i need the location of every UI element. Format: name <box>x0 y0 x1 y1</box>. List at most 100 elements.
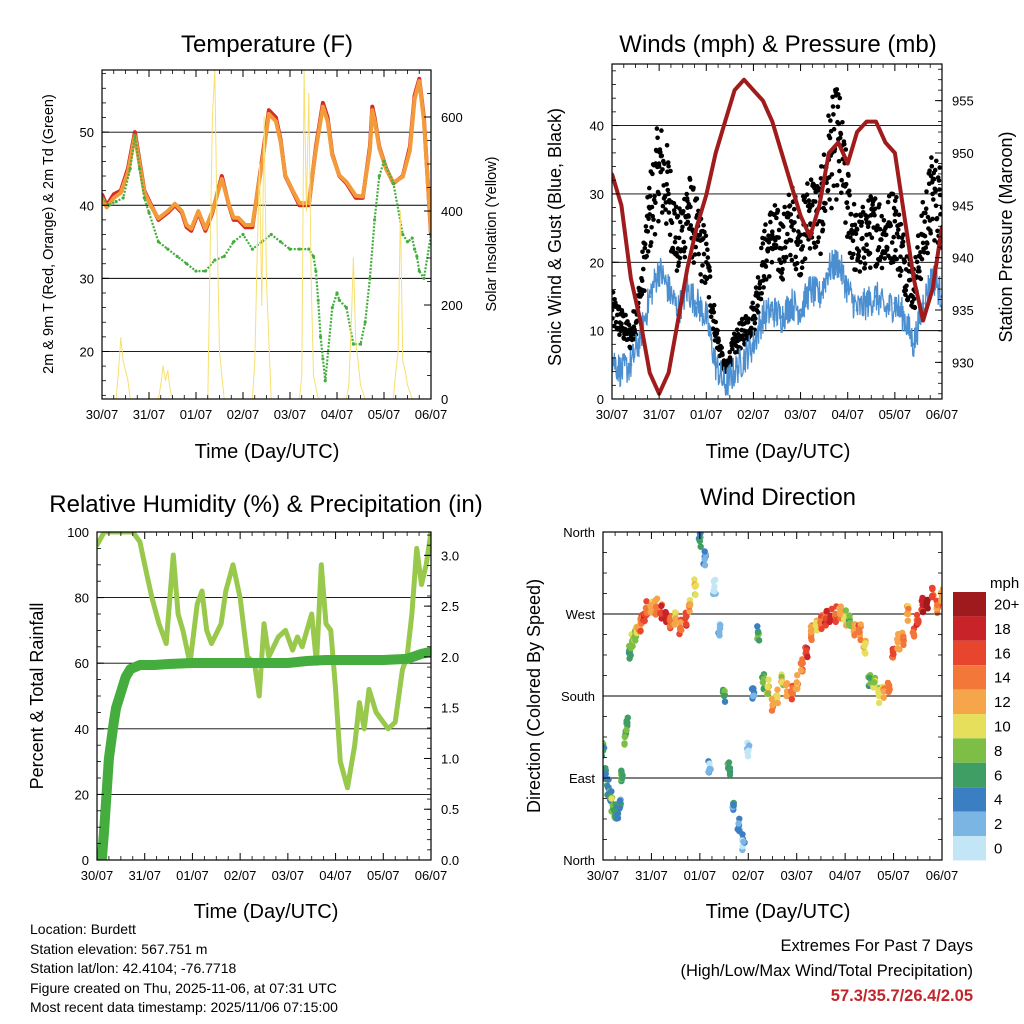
data-point <box>769 232 775 238</box>
chart-title: Relative Humidity (%) & Precipitation (i… <box>49 491 482 518</box>
data-point <box>167 662 171 666</box>
data-point <box>706 765 713 773</box>
gust-point <box>825 188 831 193</box>
gust-point <box>626 322 632 328</box>
colorbar-label: 16 <box>994 645 1011 662</box>
gust-point <box>785 231 790 237</box>
direction-point <box>885 688 892 695</box>
y-tick-label: South <box>561 689 595 704</box>
gust-point <box>663 207 668 212</box>
gust-point <box>679 228 685 233</box>
data-point <box>400 668 404 672</box>
data-point <box>258 163 261 165</box>
data-point <box>181 628 185 632</box>
gust-point <box>707 264 712 270</box>
data-point <box>404 370 406 372</box>
gust-point <box>686 214 691 219</box>
data-point <box>865 301 869 305</box>
direction-point <box>894 645 901 652</box>
gust-point <box>853 231 859 237</box>
data-point <box>893 301 897 305</box>
data-point <box>214 661 218 665</box>
chart-title: Temperature (F) <box>181 31 353 58</box>
gust-point <box>647 185 652 191</box>
y2-tick-label: 940 <box>952 251 974 266</box>
gust-point <box>775 208 781 213</box>
data-point <box>930 191 935 197</box>
data-point <box>619 370 623 374</box>
data-point <box>938 592 942 599</box>
data-point <box>260 163 264 167</box>
data-point <box>362 727 366 731</box>
gust-point <box>701 251 707 257</box>
direction-point <box>905 605 912 613</box>
data-point <box>685 205 690 210</box>
gust-point <box>694 196 700 201</box>
gust-point <box>888 223 893 228</box>
data-point <box>337 173 341 177</box>
plot-area <box>603 532 942 853</box>
direction-point <box>721 698 729 705</box>
data-point <box>774 692 781 700</box>
gust-point <box>840 120 845 125</box>
y2-tick-label: 1.0 <box>441 751 459 766</box>
gust-point <box>768 219 773 225</box>
data-point <box>695 301 699 305</box>
data-point <box>895 638 902 645</box>
data-point <box>357 360 359 362</box>
gust-point <box>896 227 901 232</box>
data-point <box>648 371 652 375</box>
gust-point <box>813 244 819 249</box>
direction-point <box>754 623 761 630</box>
x-tick-label: 30/07 <box>81 868 114 883</box>
direction-point <box>807 623 815 630</box>
y-axis-label: 2m & 9m T (Red, Orange) & 2m Td (Green) <box>41 94 57 374</box>
data-point <box>210 209 215 213</box>
colorbar-label: 10 <box>994 719 1011 736</box>
data-point <box>295 635 299 639</box>
data-point <box>904 610 912 618</box>
direction-point <box>764 690 771 697</box>
gust-point <box>807 246 813 251</box>
colorbar-label: 14 <box>994 670 1011 687</box>
data-point <box>267 655 271 659</box>
data-point <box>213 258 217 262</box>
data-point <box>133 130 137 134</box>
gust-point <box>711 310 717 315</box>
data-point <box>695 224 699 228</box>
gust-point <box>788 238 794 243</box>
gust-point <box>829 205 834 211</box>
x-axis-label: Time (Day/UTC) <box>706 901 851 923</box>
data-point <box>873 225 879 231</box>
data-point <box>368 148 372 153</box>
gust-point <box>660 167 665 172</box>
x-tick-label: 31/07 <box>133 407 166 422</box>
data-point <box>885 683 892 691</box>
y-tick-label: 10 <box>590 324 604 339</box>
gust-point <box>826 113 831 118</box>
gust-point <box>935 228 940 234</box>
data-point <box>393 720 397 724</box>
gust-point <box>837 168 842 174</box>
data-point <box>713 328 719 333</box>
gust-point <box>885 199 891 205</box>
data-point <box>382 159 386 163</box>
direction-point <box>677 619 684 626</box>
y-tick-label: 20 <box>590 255 604 270</box>
gust-point <box>762 228 767 234</box>
x-tick-label: 06/07 <box>415 868 448 883</box>
gust-point <box>816 235 821 240</box>
gust-point <box>752 320 758 326</box>
gust-point <box>728 359 734 365</box>
gust-point <box>838 131 844 137</box>
gust-point <box>918 250 923 255</box>
data-point <box>759 679 767 686</box>
direction-point <box>739 831 746 838</box>
y-tick-label: 20 <box>75 787 89 802</box>
gust-point <box>835 104 841 110</box>
data-point <box>704 315 708 319</box>
direction-point <box>641 617 648 625</box>
gust-point <box>677 206 682 211</box>
data-point <box>391 181 395 185</box>
data-point <box>764 683 771 691</box>
